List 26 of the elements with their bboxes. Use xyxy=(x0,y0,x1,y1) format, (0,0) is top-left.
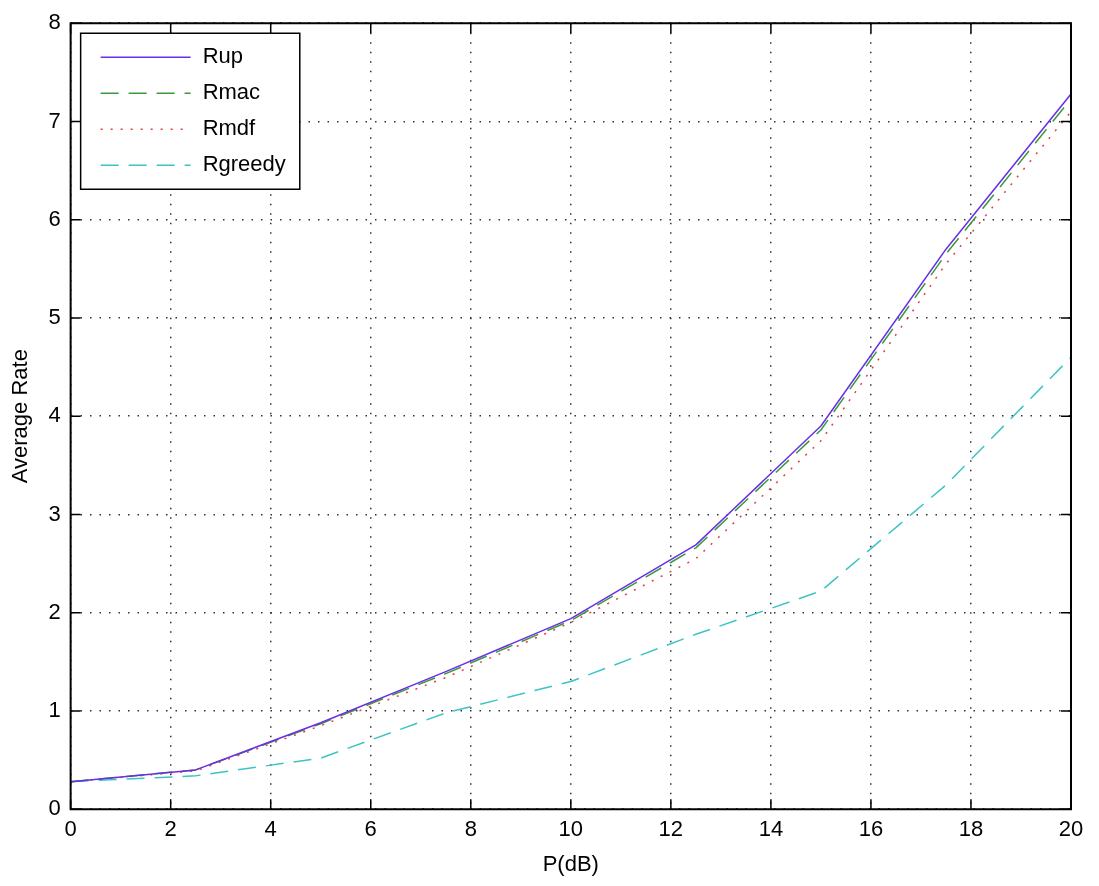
x-axis-title: P(dB) xyxy=(542,850,599,876)
legend-label: Rmac xyxy=(202,79,261,105)
y-tick-label: 6 xyxy=(48,205,61,231)
y-axis-title: Average Rate xyxy=(7,349,33,484)
y-tick-label: 1 xyxy=(48,697,61,723)
legend-label: Rmdf xyxy=(202,115,257,141)
legend-label: Rgreedy xyxy=(202,151,286,177)
y-tick-label: 3 xyxy=(48,500,61,526)
x-tick-label: 18 xyxy=(958,816,984,842)
x-tick-label: 4 xyxy=(264,816,277,842)
x-tick-label: 8 xyxy=(464,816,477,842)
legend-label: Rup xyxy=(202,43,243,69)
x-tick-label: 14 xyxy=(758,816,784,842)
y-tick-label: 0 xyxy=(48,795,61,821)
x-tick-label: 12 xyxy=(658,816,684,842)
y-tick-label: 4 xyxy=(48,402,61,428)
x-tick-label: 20 xyxy=(1058,816,1084,842)
x-tick-label: 0 xyxy=(64,816,77,842)
x-tick-label: 10 xyxy=(558,816,584,842)
y-tick-label: 5 xyxy=(48,304,61,330)
y-tick-label: 2 xyxy=(48,598,61,624)
x-tick-label: 6 xyxy=(364,816,377,842)
x-tick-label: 16 xyxy=(858,816,884,842)
x-tick-label: 2 xyxy=(164,816,177,842)
y-tick-label: 8 xyxy=(48,9,61,35)
y-tick-label: 7 xyxy=(48,107,61,133)
